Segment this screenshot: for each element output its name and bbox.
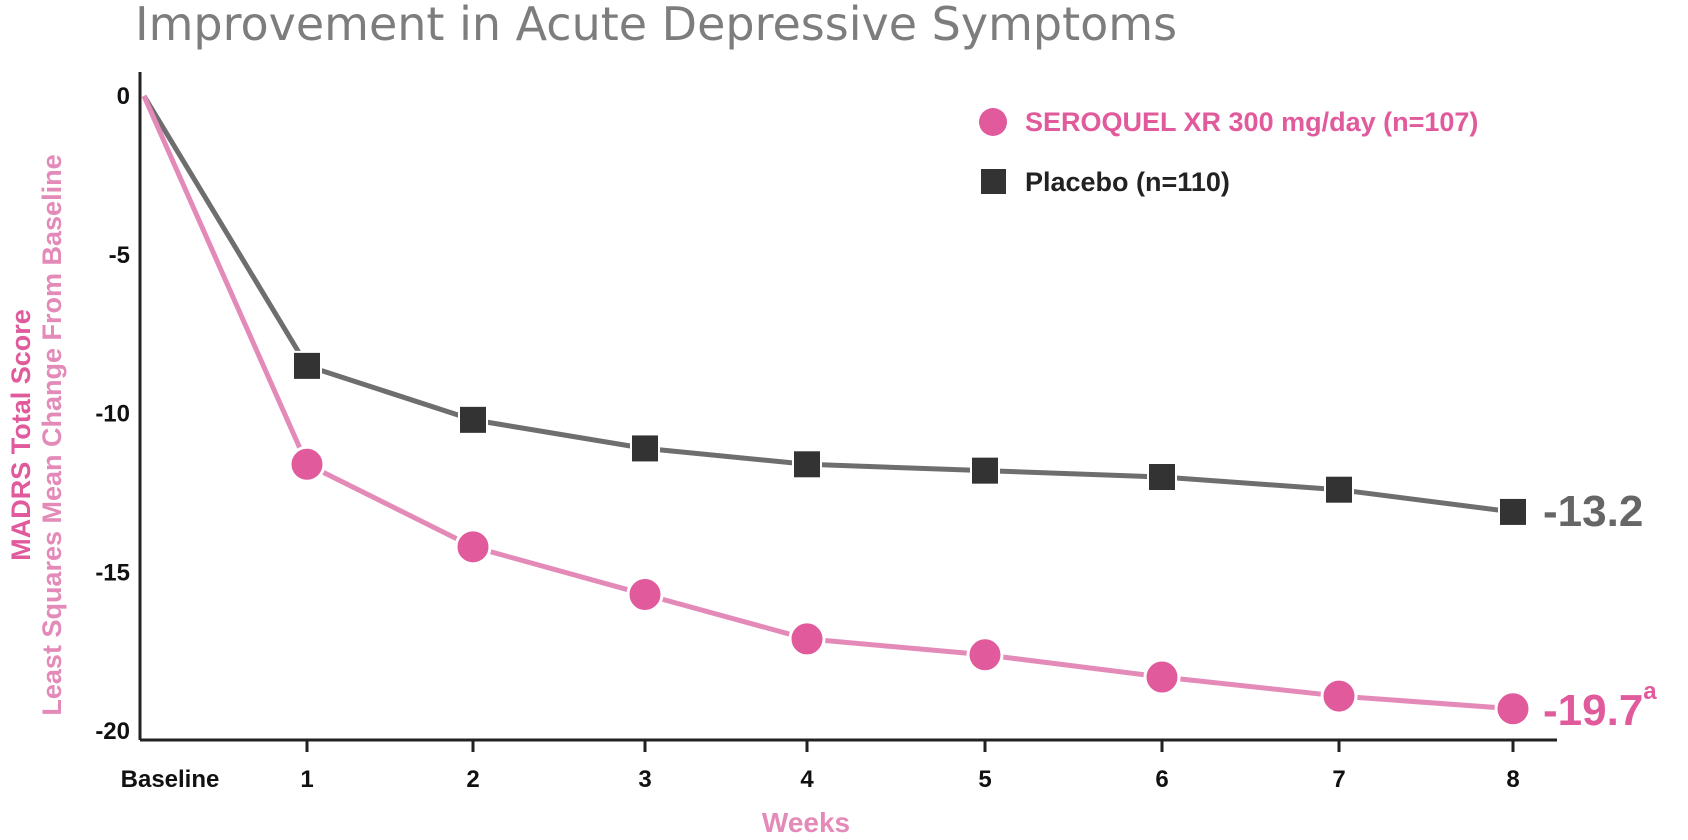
placebo-data-point	[1147, 462, 1177, 492]
placebo-data-point	[292, 350, 322, 381]
placebo-series-line	[141, 94, 1514, 515]
series-lines	[141, 94, 1514, 712]
y-tick-label: -15	[95, 559, 130, 586]
seroquel-data-point	[788, 620, 826, 658]
x-tick-label: Baseline	[121, 766, 220, 793]
seroquel-data-point	[454, 528, 492, 566]
legend: SEROQUEL XR 300 mg/day (n=107) Placebo (…	[979, 107, 1478, 197]
x-tick-label: 8	[1506, 766, 1519, 793]
legend-marker-seroquel	[979, 108, 1007, 136]
y-axis-label-line-1: MADRS Total Score	[6, 309, 36, 561]
y-axis-ticks: 0 -5 -10 -15 -20	[95, 83, 130, 745]
seroquel-data-point	[288, 445, 326, 483]
seroquel-data-point	[626, 575, 664, 613]
y-tick-label: -20	[95, 718, 130, 745]
legend-label-placebo: Placebo (n=110)	[1025, 167, 1230, 197]
placebo-data-point	[458, 404, 488, 435]
placebo-data-point	[970, 455, 1000, 486]
seroquel-data-point	[966, 636, 1004, 674]
placebo-data-point	[792, 449, 822, 480]
x-tick-label: 5	[978, 766, 991, 793]
end-label-placebo: -13.2	[1543, 487, 1643, 536]
x-tick-label: 4	[800, 766, 814, 793]
placebo-data-point	[630, 433, 660, 464]
seroquel-data-point	[1143, 658, 1181, 696]
x-tick-label: 3	[638, 766, 651, 793]
chart-title: Improvement in Acute Depressive Symptoms	[135, 0, 1177, 51]
x-tick-label: 2	[466, 766, 479, 793]
x-axis-ticks: Baseline 1 2 3 4 5 6 7 8	[121, 740, 1520, 793]
x-tick-label: 1	[300, 766, 313, 793]
x-axis-label: Weeks	[762, 807, 850, 838]
placebo-data-point	[1324, 474, 1354, 505]
seroquel-series-line	[141, 94, 1514, 712]
y-tick-label: -10	[95, 401, 130, 428]
seroquel-data-point	[1494, 690, 1532, 728]
end-label-seroquel: -19.7a	[1543, 678, 1657, 735]
placebo-data-point	[1498, 496, 1528, 527]
y-tick-label: 0	[117, 83, 130, 110]
x-tick-label: 6	[1155, 766, 1168, 793]
series-markers	[288, 350, 1532, 728]
legend-marker-placebo	[981, 169, 1006, 194]
seroquel-data-point	[1320, 677, 1358, 715]
x-tick-label: 7	[1332, 766, 1345, 793]
y-tick-label: -5	[109, 242, 130, 269]
y-axis-label-line-2: Least Squares Mean Change From Baseline	[37, 154, 67, 715]
legend-label-seroquel: SEROQUEL XR 300 mg/day (n=107)	[1025, 107, 1478, 137]
